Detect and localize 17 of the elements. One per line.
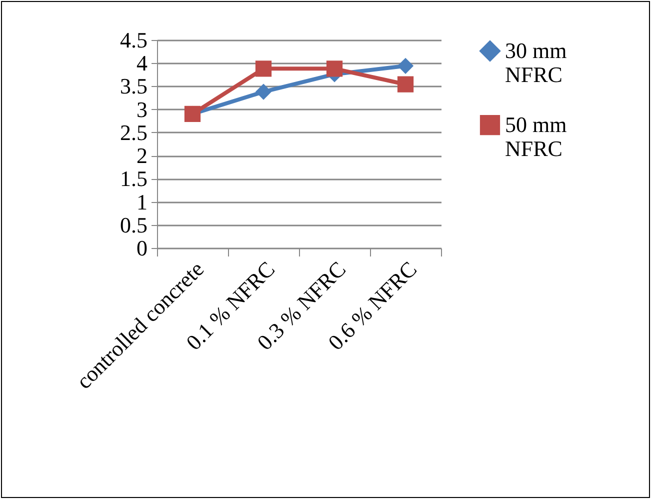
point [397,58,414,74]
point [255,60,272,77]
y-tick-label: 1 [136,189,148,214]
y-tick-label: 3.5 [120,74,148,99]
y-tick-label: 3 [136,96,148,122]
y-tick-label: 2.5 [120,120,148,145]
point [255,84,272,100]
point [397,76,414,92]
legend-label: 30 mm NFRC [505,38,567,87]
y-tick-label: 0 [136,236,148,260]
y-tick-label: 2 [136,143,148,168]
point [326,60,343,77]
legend-label: 50 mm NFRC [505,112,567,161]
y-tick-label: 4.5 [120,28,148,52]
y-tick-label: 0.5 [120,212,148,238]
y-tick-label: 1.5 [120,166,148,192]
y-tick-label: 4 [136,50,148,76]
